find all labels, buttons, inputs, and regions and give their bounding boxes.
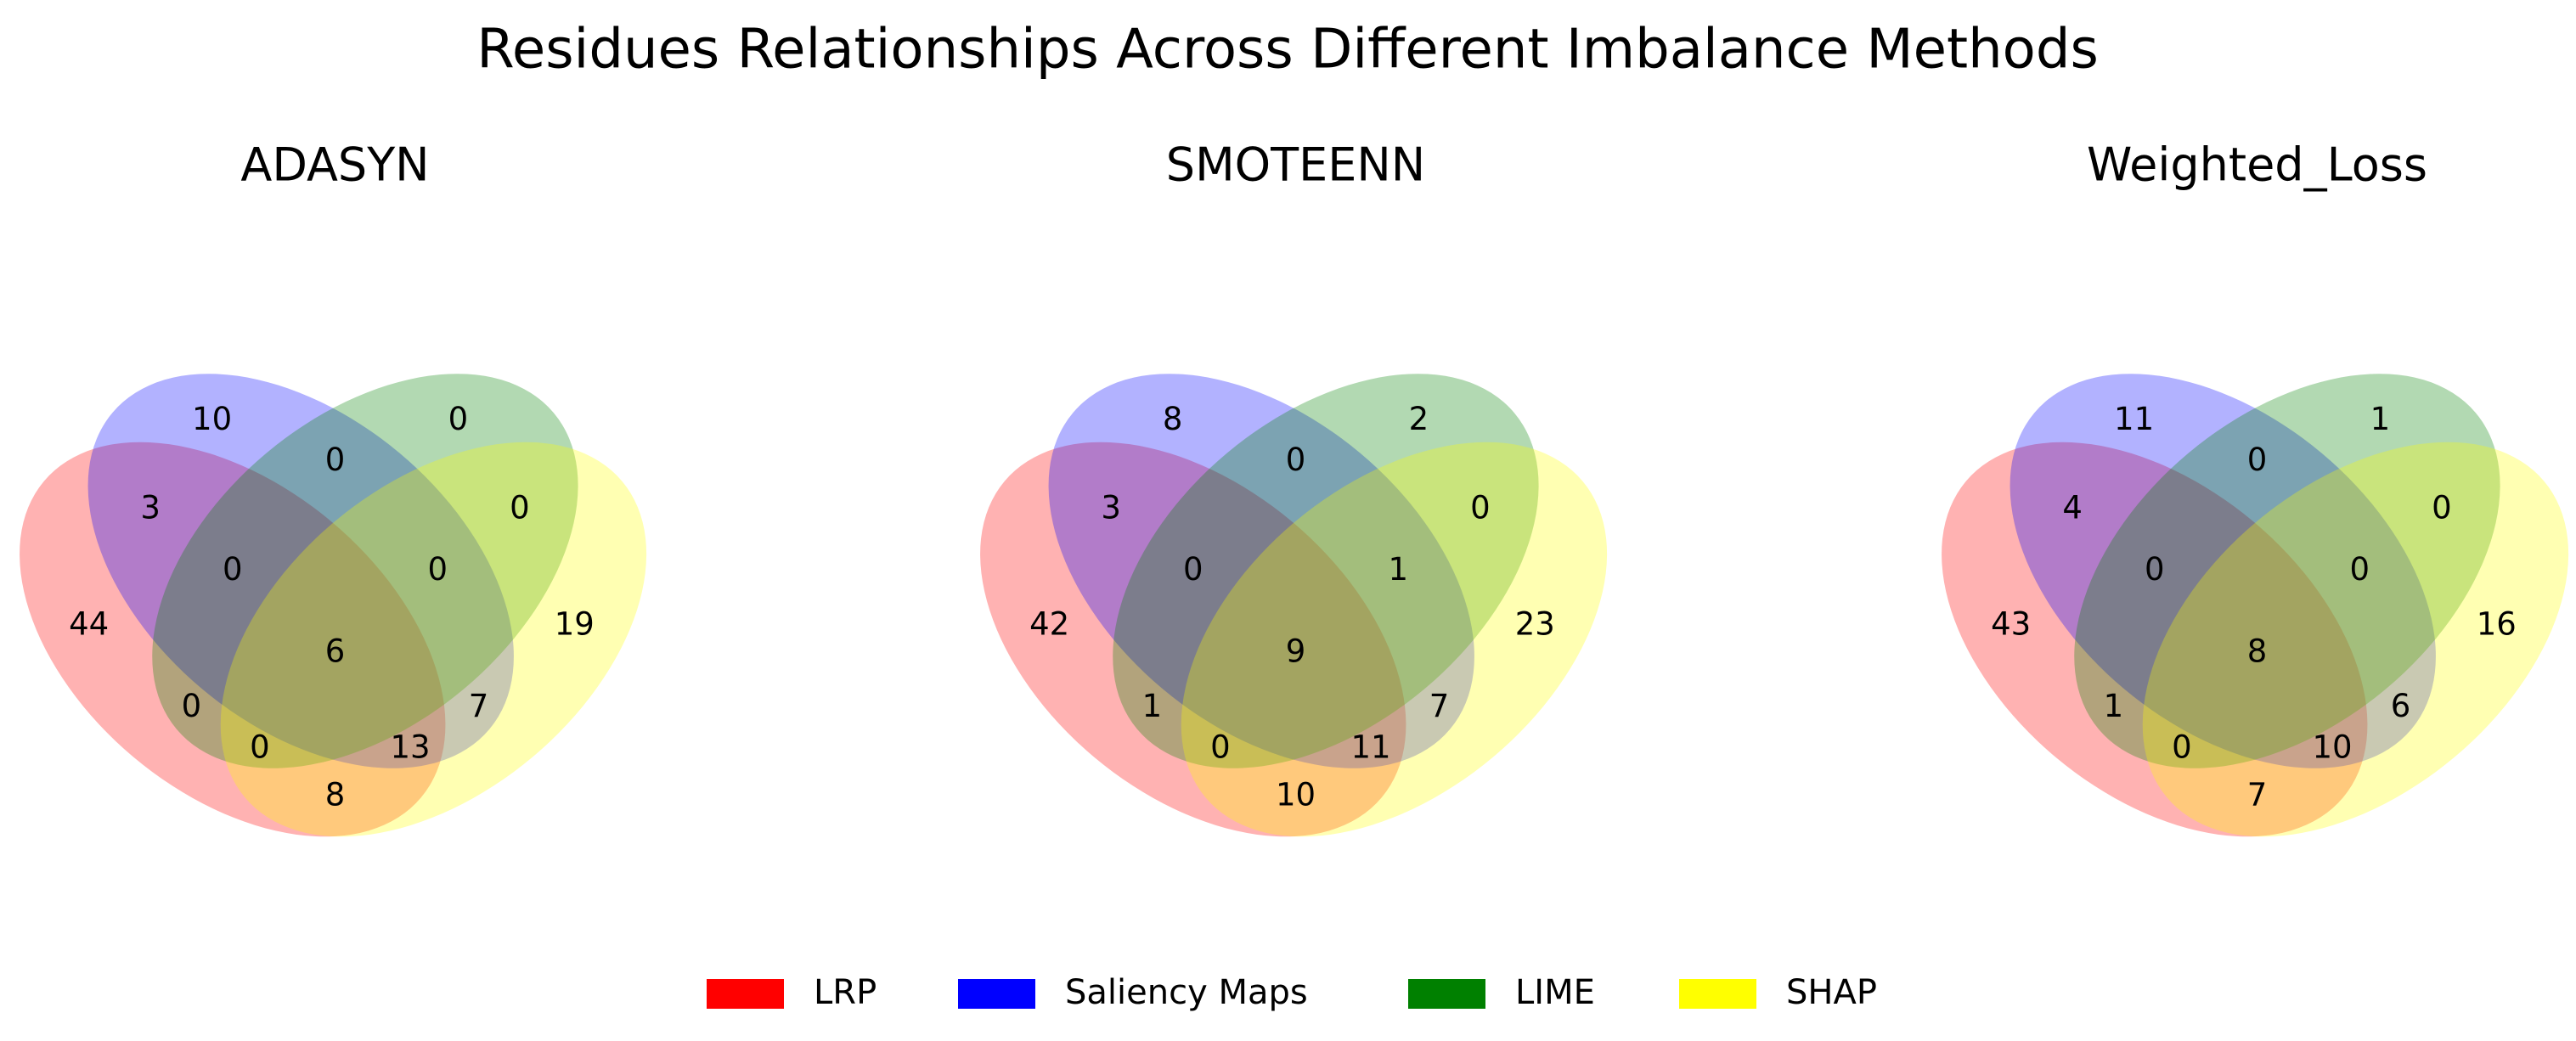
region-count: 1 (1142, 688, 1163, 724)
region-count: 0 (2172, 729, 2192, 765)
region-count: 8 (325, 777, 346, 813)
region-count: 1 (2370, 401, 2391, 437)
region-count: 0 (2145, 551, 2165, 588)
region-count: 0 (182, 688, 202, 724)
region-count: 43 (1991, 605, 2031, 642)
set-ellipse (152, 374, 578, 768)
region-count: 7 (469, 688, 489, 724)
region-count: 10 (2313, 729, 2353, 765)
set-ellipse (220, 442, 647, 837)
region-count: 11 (1351, 729, 1391, 765)
region-count: 13 (391, 729, 431, 765)
set-ellipse (2142, 442, 2569, 837)
set-ellipse (2074, 374, 2500, 768)
set-ellipse (20, 442, 446, 837)
region-count: 1 (2104, 688, 2124, 724)
region-count: 4 (2062, 490, 2083, 526)
region-count: 16 (2477, 605, 2517, 642)
region-count: 19 (555, 605, 595, 642)
legend: LRP Saliency Maps LIME SHAP (707, 973, 1877, 1012)
region-count: 23 (1515, 605, 1555, 642)
legend-label: LIME (1515, 973, 1595, 1012)
region-count: 0 (1470, 490, 1491, 526)
region-count: 0 (448, 401, 469, 437)
set-ellipse (1181, 442, 1608, 837)
region-count: 0 (325, 442, 346, 478)
region-count: 8 (1163, 401, 1183, 437)
region-count: 9 (1286, 633, 1306, 670)
region-count: 8 (2247, 633, 2268, 670)
region-count: 7 (2247, 777, 2268, 813)
legend-swatch (1679, 979, 1756, 1009)
region-count: 0 (510, 490, 530, 526)
region-count: 10 (192, 401, 232, 437)
region-count: 6 (325, 633, 346, 670)
region-count: 2 (1409, 401, 1429, 437)
legend-label: LRP (814, 973, 877, 1012)
region-count: 3 (1101, 490, 1121, 526)
set-ellipse (2010, 374, 2436, 768)
region-count: 0 (250, 729, 270, 765)
region-count: 42 (1029, 605, 1069, 642)
legend-swatch (707, 979, 784, 1009)
region-count: 0 (2247, 442, 2268, 478)
set-ellipse (1048, 374, 1474, 768)
region-count: 10 (1276, 777, 1316, 813)
set-ellipse (1113, 374, 1539, 768)
legend-label: Saliency Maps (1065, 973, 1308, 1012)
region-count: 6 (2391, 688, 2411, 724)
main-title: Residues Relationships Across Different … (476, 19, 2099, 82)
set-ellipse (87, 374, 514, 768)
legend-swatch (958, 979, 1035, 1009)
region-count: 7 (1429, 688, 1450, 724)
region-count: 0 (2432, 490, 2452, 526)
region-count: 1 (1388, 551, 1408, 588)
region-count: 3 (140, 490, 161, 526)
panel-title: ADASYN (240, 138, 429, 192)
panel-title: SMOTEENN (1166, 138, 1425, 192)
set-ellipse (1942, 442, 2368, 837)
region-count: 0 (427, 551, 448, 588)
region-count: 0 (1286, 442, 1306, 478)
legend-label: SHAP (1786, 973, 1877, 1012)
region-count: 44 (69, 605, 109, 642)
set-ellipse (980, 442, 1406, 837)
region-count: 0 (1210, 729, 1231, 765)
venn-panel: ADASYN 44 10 0 19 3 0 8 0 7 0 0 13 0 0 6 (20, 138, 647, 837)
region-count: 11 (2114, 401, 2154, 437)
region-count: 0 (1183, 551, 1203, 588)
legend-swatch (1408, 979, 1485, 1009)
region-count: 0 (2349, 551, 2370, 588)
region-count: 0 (223, 551, 243, 588)
panel-title: Weighted_Loss (2087, 138, 2427, 192)
